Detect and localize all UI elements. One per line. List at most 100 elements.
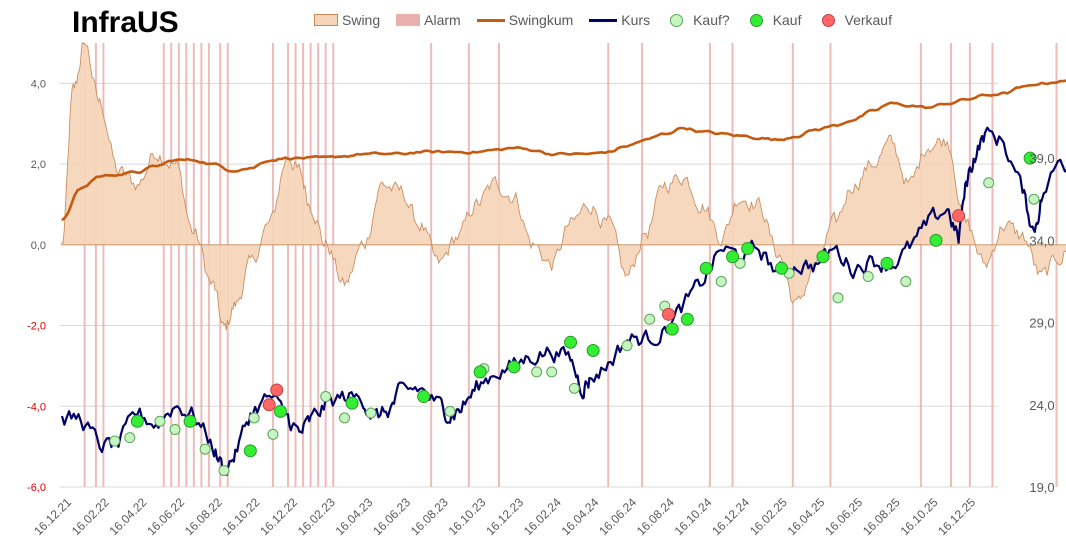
marker-verkauf bbox=[661, 307, 675, 321]
alarm-bar bbox=[302, 43, 305, 487]
marker-kauf bbox=[741, 242, 755, 256]
marker-kauf bbox=[345, 396, 359, 410]
x-axis-tick: 16.06.22 bbox=[144, 495, 187, 538]
x-axis-tick: 16.06.24 bbox=[596, 495, 639, 538]
left-axis-tick: -2,0 bbox=[27, 321, 46, 333]
alarm-bar bbox=[950, 43, 953, 487]
legend-swingkum-label: Swingkum bbox=[508, 12, 574, 28]
marker-kauf-q bbox=[621, 340, 633, 352]
marker-kauf-q bbox=[546, 366, 558, 378]
x-axis-tick: 16.10.25 bbox=[898, 495, 941, 538]
legend-kauf-swatch bbox=[749, 13, 763, 27]
alarm-bar bbox=[968, 43, 971, 487]
marker-kauf bbox=[183, 414, 197, 428]
alarm-bar bbox=[185, 43, 188, 487]
x-axis-tick: 16.12.22 bbox=[257, 495, 300, 538]
legend-alarm-swatch bbox=[396, 14, 421, 26]
chart-title: InfraUS bbox=[72, 6, 179, 39]
legend-verkauf-label: Verkauf bbox=[844, 12, 892, 28]
x-axis-tick: 16.12.24 bbox=[709, 495, 752, 538]
marker-kauf-q bbox=[1028, 193, 1040, 205]
marker-kauf-q bbox=[109, 435, 121, 447]
marker-kauf-q bbox=[365, 407, 377, 419]
x-axis-tick: 16.02.24 bbox=[521, 495, 564, 538]
x-axis-tick: 16.12.25 bbox=[935, 495, 978, 538]
x-axis-tick: 16.10.24 bbox=[672, 495, 715, 538]
marker-verkauf bbox=[270, 383, 284, 397]
marker-kauf-q bbox=[568, 382, 580, 394]
swingkum-line bbox=[61, 79, 1066, 222]
right-axis-tick: 24,0 bbox=[1029, 398, 1054, 413]
marker-kauf bbox=[880, 256, 894, 270]
x-axis-tick: 16.04.23 bbox=[333, 495, 376, 538]
alarm-bar bbox=[324, 43, 327, 487]
marker-kauf-q bbox=[248, 412, 260, 424]
left-axis-tick: -6,0 bbox=[27, 482, 46, 494]
marker-kauf-q bbox=[320, 391, 332, 403]
marker-kauf-q bbox=[339, 412, 351, 424]
legend-verkauf: Verkauf bbox=[818, 12, 892, 28]
alarm-bar bbox=[200, 43, 203, 487]
marker-kauf bbox=[699, 261, 713, 275]
alarm-bar bbox=[467, 43, 470, 487]
alarm-bar bbox=[162, 43, 165, 487]
marker-kauf bbox=[775, 261, 789, 275]
alarm-bar bbox=[94, 43, 97, 487]
marker-kauf bbox=[929, 233, 943, 247]
marker-kauf-q bbox=[531, 366, 543, 378]
marker-kauf-q bbox=[154, 415, 166, 427]
marker-kauf bbox=[1023, 151, 1037, 165]
legend-verkauf-swatch bbox=[821, 13, 835, 27]
marker-verkauf bbox=[952, 209, 966, 223]
alarm-bar bbox=[294, 43, 297, 487]
alarm-bar bbox=[641, 43, 644, 487]
legend-kauf-q-swatch bbox=[670, 13, 684, 27]
marker-kauf bbox=[130, 414, 144, 428]
x-axis-tick: 16.12.21 bbox=[31, 495, 74, 538]
legend-swingkum-swatch bbox=[476, 18, 505, 22]
marker-kauf bbox=[473, 365, 487, 379]
marker-kauf bbox=[243, 444, 257, 458]
alarm-bar bbox=[607, 43, 610, 487]
right-axis-tick: 34,0 bbox=[1029, 233, 1054, 248]
marker-kauf-q bbox=[900, 275, 912, 287]
alarm-bar bbox=[102, 43, 105, 487]
marker-kauf-q bbox=[218, 465, 230, 477]
alarm-bar bbox=[170, 43, 173, 487]
marker-kauf bbox=[680, 312, 694, 326]
legend-swing-label: Swing bbox=[342, 12, 381, 28]
left-axis-tick: 0,0 bbox=[31, 240, 46, 252]
x-axis-tick: 16.02.25 bbox=[747, 495, 790, 538]
alarm-bar bbox=[919, 43, 922, 487]
marker-kauf-q bbox=[862, 271, 874, 283]
legend-swing-swatch bbox=[314, 14, 338, 26]
alarm-bar bbox=[287, 43, 290, 487]
marker-kauf-q bbox=[267, 428, 279, 440]
alarm-bar bbox=[271, 43, 274, 487]
x-axis-tick: 16.12.23 bbox=[483, 495, 526, 538]
x-axis-tick: 16.02.23 bbox=[295, 495, 338, 538]
x-axis-tick: 16.06.25 bbox=[822, 495, 865, 538]
marker-kauf-q bbox=[644, 313, 656, 325]
x-axis-tick: 16.10.23 bbox=[446, 495, 489, 538]
legend-kurs: Kurs bbox=[589, 12, 650, 28]
marker-kauf bbox=[816, 250, 830, 264]
alarm-bar bbox=[430, 43, 433, 487]
x-axis-tick: 16.08.22 bbox=[182, 495, 225, 538]
legend-alarm: Alarm bbox=[396, 12, 461, 28]
legend-kauf: Kauf bbox=[746, 12, 802, 28]
right-axis-tick: 29,0 bbox=[1029, 316, 1054, 331]
marker-kauf bbox=[507, 360, 521, 374]
marker-kauf-q bbox=[983, 177, 995, 189]
marker-kauf bbox=[726, 250, 740, 264]
alarm-bar bbox=[991, 43, 994, 487]
x-axis-tick: 16.08.24 bbox=[634, 495, 677, 538]
alarm-bar bbox=[83, 43, 86, 487]
kurs-line bbox=[60, 126, 1066, 476]
legend-alarm-label: Alarm bbox=[424, 12, 461, 28]
right-axis-tick: 19,0 bbox=[1029, 480, 1054, 495]
alarm-bar bbox=[309, 43, 312, 487]
marker-kauf-q bbox=[199, 443, 211, 455]
legend-swingkum: Swingkum bbox=[476, 12, 574, 28]
x-axis-tick: 16.08.23 bbox=[408, 495, 451, 538]
